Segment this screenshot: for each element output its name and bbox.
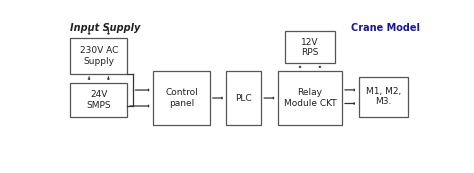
FancyBboxPatch shape <box>285 31 335 63</box>
FancyBboxPatch shape <box>278 71 342 125</box>
FancyBboxPatch shape <box>70 38 127 74</box>
Text: 24V
SMPS: 24V SMPS <box>86 90 111 110</box>
Text: PLC: PLC <box>236 94 252 103</box>
Text: 12V
RPS: 12V RPS <box>301 38 319 57</box>
Text: M1, M2,
M3.: M1, M2, M3. <box>366 87 401 106</box>
FancyBboxPatch shape <box>227 71 261 125</box>
Text: Relay
Module CKT: Relay Module CKT <box>283 88 336 108</box>
Text: Control
panel: Control panel <box>165 88 198 108</box>
FancyBboxPatch shape <box>153 71 210 125</box>
Text: 230V AC
Supply: 230V AC Supply <box>80 46 118 66</box>
FancyBboxPatch shape <box>359 77 408 117</box>
FancyBboxPatch shape <box>70 83 127 117</box>
Text: Crane Model: Crane Model <box>351 23 420 33</box>
Text: Input Supply: Input Supply <box>70 23 141 33</box>
